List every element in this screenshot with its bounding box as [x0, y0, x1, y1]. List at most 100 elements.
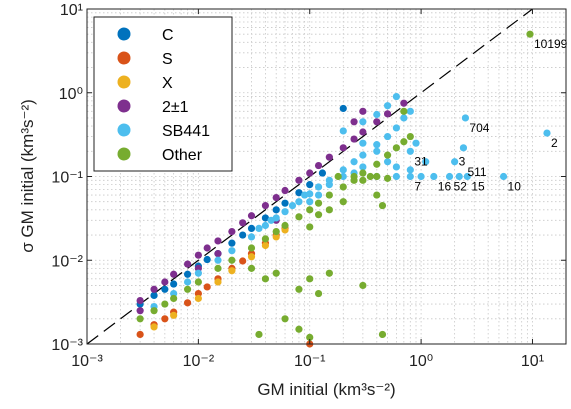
- point-other: [255, 330, 263, 339]
- point-other: [400, 138, 408, 146]
- point-other: [281, 315, 289, 323]
- point-other: [295, 285, 303, 293]
- point-s: [183, 299, 192, 307]
- point-s: [136, 330, 144, 339]
- annotation-label: 31: [414, 154, 428, 168]
- point-sb441: [281, 208, 289, 216]
- point-other: [383, 174, 392, 182]
- point-sb441: [430, 172, 438, 181]
- point-x: [272, 233, 280, 241]
- point-sb441: [445, 172, 454, 181]
- point-other: [526, 30, 534, 38]
- point-sb441: [459, 144, 468, 152]
- legend-label: C: [162, 27, 174, 44]
- data-points: [136, 30, 551, 348]
- point-sb441: [406, 166, 414, 174]
- point-x: [150, 323, 158, 331]
- point-other: [261, 275, 270, 283]
- point-sb441: [314, 183, 323, 191]
- point-other: [325, 269, 333, 277]
- point-21: [373, 118, 381, 126]
- annotation-label: 52: [454, 180, 468, 194]
- x-tick-label: 10⁻¹: [294, 353, 326, 370]
- legend-box: [93, 16, 233, 172]
- point-c: [247, 224, 256, 233]
- point-21: [359, 128, 367, 136]
- point-21: [325, 153, 333, 161]
- point-other: [378, 201, 387, 210]
- point-c: [339, 104, 347, 113]
- point-other: [136, 315, 144, 323]
- point-sb441: [261, 221, 270, 230]
- point-other: [314, 211, 323, 219]
- point-21: [194, 251, 202, 259]
- annotation-label: 10199: [534, 37, 568, 51]
- point-c: [228, 239, 236, 247]
- point-x: [170, 311, 178, 319]
- point-other: [247, 244, 256, 252]
- point-s: [161, 315, 169, 323]
- legend-label: Other: [162, 147, 203, 164]
- annotation-label: 15: [471, 180, 485, 194]
- point-sb441: [359, 163, 367, 171]
- point-other: [366, 172, 374, 181]
- point-c: [239, 231, 247, 239]
- point-sb441: [417, 172, 425, 181]
- legend-label: SB441: [162, 123, 210, 140]
- point-sb441: [499, 172, 508, 181]
- point-21: [306, 169, 314, 177]
- annotation-label: 704: [469, 121, 489, 135]
- point-other: [406, 132, 414, 141]
- point-21: [203, 244, 211, 252]
- point-sb441: [183, 278, 192, 286]
- point-other: [359, 169, 367, 177]
- point-other: [228, 256, 236, 264]
- point-other: [314, 199, 323, 207]
- point-sb441: [373, 147, 381, 155]
- point-other: [314, 289, 323, 298]
- point-21: [400, 99, 408, 107]
- point-c: [261, 214, 270, 222]
- point-other: [306, 333, 314, 341]
- point-sb441: [373, 110, 381, 119]
- point-21: [359, 107, 367, 115]
- point-c: [161, 285, 169, 293]
- point-other: [161, 300, 169, 308]
- point-21: [339, 144, 347, 152]
- point-other: [400, 107, 408, 115]
- point-21: [272, 193, 280, 202]
- point-sb441: [412, 139, 420, 147]
- point-other: [392, 144, 400, 152]
- legend-marker: [117, 51, 131, 65]
- point-c: [281, 199, 289, 207]
- annotation-label: 10: [508, 180, 522, 194]
- point-sb441: [455, 172, 463, 181]
- point-sb441: [339, 172, 347, 181]
- annotation-label: 7: [414, 180, 421, 194]
- point-21: [350, 118, 358, 126]
- point-sb441: [306, 198, 314, 206]
- point-other: [272, 227, 280, 236]
- point-sb441: [392, 163, 400, 171]
- point-sb441: [255, 224, 263, 233]
- point-sb441: [214, 256, 222, 264]
- legend-label: X: [162, 75, 173, 92]
- point-s: [239, 257, 247, 265]
- point-sb441: [392, 172, 400, 181]
- point-21: [183, 260, 192, 268]
- point-21: [161, 278, 169, 286]
- point-sb441: [350, 158, 358, 166]
- x-tick-label: 10⁰: [409, 353, 433, 370]
- point-other: [325, 206, 333, 214]
- point-other: [194, 278, 202, 286]
- point-other: [295, 213, 303, 221]
- x-tick-label: 10¹: [521, 353, 544, 370]
- point-other: [214, 264, 222, 272]
- point-c: [318, 169, 327, 177]
- point-sb441: [400, 114, 408, 122]
- point-sb441: [392, 92, 400, 101]
- point-sb441: [451, 158, 459, 166]
- point-21: [383, 110, 392, 118]
- point-other: [306, 223, 314, 231]
